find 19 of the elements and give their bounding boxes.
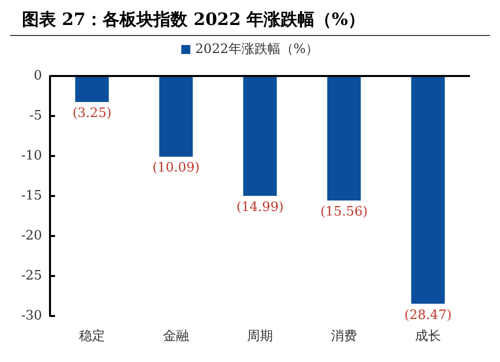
y-tick-label: -30: [21, 308, 42, 324]
data-label: (14.99): [236, 200, 284, 215]
x-tick-label: 周期: [247, 329, 273, 344]
y-tick-label: -20: [21, 228, 42, 244]
legend-label: 2022年涨跌幅（%）: [195, 42, 319, 57]
y-tick-label: 0: [34, 68, 42, 84]
x-tick-label: 成长: [415, 329, 441, 344]
y-tick-label: -10: [21, 148, 42, 164]
data-label: (28.47): [404, 308, 452, 323]
data-label: (10.09): [152, 160, 200, 176]
y-tick-label: -15: [21, 188, 42, 204]
x-tick-label: 消费: [331, 329, 357, 344]
chart-title: 图表 27：各板块指数 2022 年涨跌幅（%）: [10, 0, 490, 36]
y-tick-label: -25: [21, 268, 42, 284]
y-tick-label: -5: [29, 108, 42, 124]
data-label: (3.25): [72, 106, 112, 121]
x-tick-label: 稳定: [79, 329, 105, 344]
data-label: (15.56): [320, 204, 368, 220]
x-tick-label: 金融: [163, 329, 189, 344]
